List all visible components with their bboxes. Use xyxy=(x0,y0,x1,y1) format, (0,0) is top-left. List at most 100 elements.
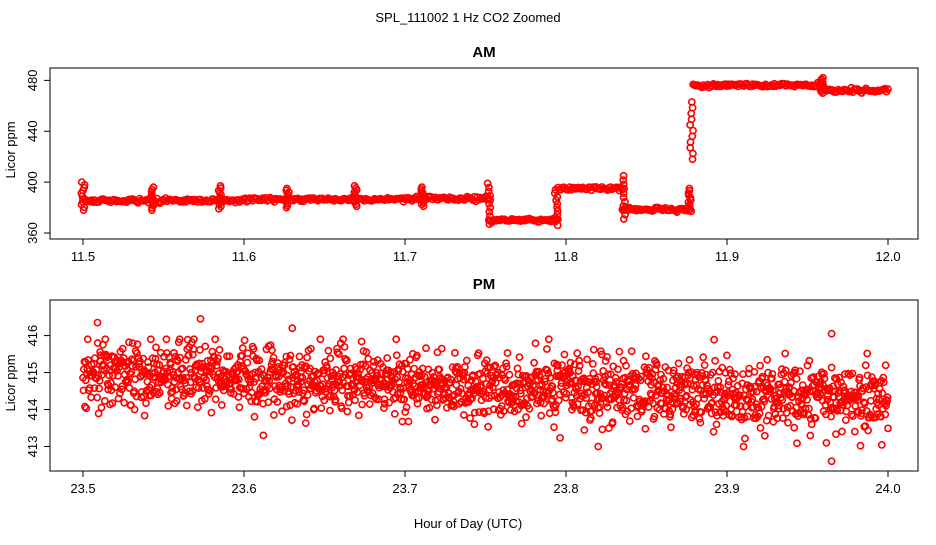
pm-data-point xyxy=(697,408,706,417)
pm-data-point xyxy=(534,367,543,376)
pm-data-point xyxy=(659,374,668,383)
pm-data-point xyxy=(82,404,91,413)
pm-data-point xyxy=(729,374,737,383)
pm-data-point xyxy=(108,399,117,407)
pm-data-point xyxy=(683,364,691,373)
pm-data-point xyxy=(854,392,863,401)
pm-data-point xyxy=(827,457,836,466)
am-x-tick-label: 12.0 xyxy=(875,249,900,264)
pm-data-point xyxy=(178,364,187,373)
pm-data-point xyxy=(269,353,278,362)
pm-data-point xyxy=(642,352,650,361)
pm-data-point xyxy=(285,355,294,364)
pm-data-point xyxy=(383,354,392,362)
pm-data-point xyxy=(87,393,95,402)
pm-data-point xyxy=(850,427,859,436)
pm-data-point xyxy=(213,357,221,366)
pm-data-point xyxy=(295,352,304,361)
panel-am: AM Licor ppm 11.5 11.6 11.7 11.8 11.9 12.0 360… xyxy=(3,44,919,264)
pm-data-point xyxy=(852,391,861,400)
pm-data-point xyxy=(682,391,691,400)
panel-am-ylabel: Licor ppm xyxy=(3,121,18,178)
pm-data-point xyxy=(471,377,480,386)
pm-data-point xyxy=(723,351,731,360)
pm-data-point xyxy=(697,368,706,377)
pm-data-point xyxy=(622,361,630,370)
pm-data-point xyxy=(474,349,483,357)
am-data-point xyxy=(550,189,559,198)
pm-data-point xyxy=(196,345,204,354)
pm-y-tick-label: 414 xyxy=(25,399,40,421)
pm-data-point xyxy=(827,329,836,338)
pm-data-point xyxy=(137,387,146,396)
am-x-tick-label: 11.8 xyxy=(554,249,578,264)
pm-data-point xyxy=(214,354,222,363)
pm-data-point xyxy=(712,420,721,429)
pm-data-point xyxy=(716,388,725,396)
am-data-point xyxy=(417,183,426,192)
am-data-point xyxy=(552,196,560,205)
am-data-point xyxy=(687,98,696,106)
pm-data-point xyxy=(606,370,615,379)
pm-data-point xyxy=(588,359,597,368)
pm-data-point xyxy=(627,347,636,356)
pm-data-point xyxy=(667,423,675,432)
pm-data-point xyxy=(583,355,591,364)
pm-data-point xyxy=(641,424,650,433)
pm-data-point xyxy=(756,361,764,370)
pm-data-point xyxy=(516,389,525,398)
pm-data-point xyxy=(235,403,244,412)
pm-data-point xyxy=(234,375,243,384)
pm-data-point xyxy=(498,364,507,373)
pm-data-point xyxy=(193,403,202,412)
pm-data-point xyxy=(385,398,393,407)
pm-data-point xyxy=(342,356,351,365)
pm-data-point xyxy=(699,353,708,362)
am-data-point xyxy=(619,193,628,202)
am-data-point xyxy=(553,203,561,212)
pm-data-point xyxy=(414,394,423,402)
pm-data-point xyxy=(482,356,491,365)
pm-data-point xyxy=(820,374,829,383)
pm-data-point xyxy=(769,417,778,426)
pm-data-point xyxy=(466,414,474,422)
pm-data-point xyxy=(140,411,149,420)
pm-data-point xyxy=(386,368,395,377)
pm-data-point xyxy=(805,404,813,413)
pm-data-point xyxy=(184,351,193,360)
pm-x-tick-label: 23.5 xyxy=(70,481,95,496)
pm-data-point xyxy=(111,383,120,392)
pm-data-point xyxy=(331,395,340,404)
pm-data-point xyxy=(431,415,439,424)
am-data-point xyxy=(483,179,492,188)
pm-data-point xyxy=(404,417,413,426)
pm-data-point xyxy=(225,352,234,361)
pm-data-point xyxy=(200,394,209,403)
pm-data-point xyxy=(456,384,465,393)
pm-data-point xyxy=(575,361,584,370)
pm-data-point xyxy=(301,419,310,427)
pm-data-point xyxy=(858,406,866,414)
pm-data-point xyxy=(207,408,216,417)
pm-data-point xyxy=(431,396,440,405)
pm-data-point xyxy=(637,372,645,381)
pm-data-point xyxy=(340,364,348,373)
pm-data-point xyxy=(451,364,460,372)
pm-data-point xyxy=(879,378,888,387)
pm-data-point xyxy=(352,365,361,374)
am-data-point xyxy=(620,184,629,193)
pm-data-point xyxy=(120,398,129,407)
pm-data-point xyxy=(166,360,175,369)
pm-data-point xyxy=(181,379,190,387)
pm-data-point xyxy=(647,391,656,400)
pm-data-point xyxy=(636,376,645,385)
pm-data-point xyxy=(601,357,610,365)
pm-data-point xyxy=(560,350,569,359)
pm-data-point xyxy=(295,388,303,396)
pm-data-point xyxy=(358,400,366,409)
pm-data-point xyxy=(841,416,850,424)
pm-data-point xyxy=(298,373,307,382)
pm-data-point xyxy=(435,365,444,374)
pm-data-point xyxy=(716,383,725,392)
am-data-point xyxy=(551,217,560,226)
